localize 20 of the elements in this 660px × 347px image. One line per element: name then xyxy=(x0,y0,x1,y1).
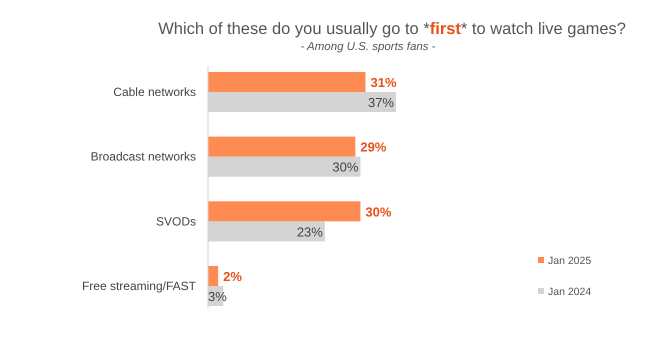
data-label: 23% xyxy=(296,224,324,240)
legend-label: Jan 2025 xyxy=(548,255,592,267)
data-label: 31% xyxy=(370,74,397,90)
data-label: 2% xyxy=(223,268,242,284)
bar xyxy=(208,266,218,286)
data-label: 29% xyxy=(360,140,387,155)
data-label: 30% xyxy=(332,160,359,175)
bar xyxy=(208,136,356,157)
chart-subtitle: - Among U.S. sports fans - xyxy=(300,41,436,53)
data-label: 37% xyxy=(368,95,394,110)
bar xyxy=(208,201,360,222)
y-tick-label: Free streaming/FAST xyxy=(82,279,197,294)
legend-label: Jan 2024 xyxy=(548,286,592,298)
data-label: 30% xyxy=(365,204,392,220)
chart-title: Which of these do you usually go to *first* to watch live games? xyxy=(158,20,626,38)
y-tick-label: Cable networks xyxy=(113,84,196,99)
y-tick-label: Broadcast networks xyxy=(90,150,196,164)
data-label: 3% xyxy=(208,289,228,304)
bar xyxy=(208,72,366,92)
y-tick-label: SVODs xyxy=(156,214,196,228)
